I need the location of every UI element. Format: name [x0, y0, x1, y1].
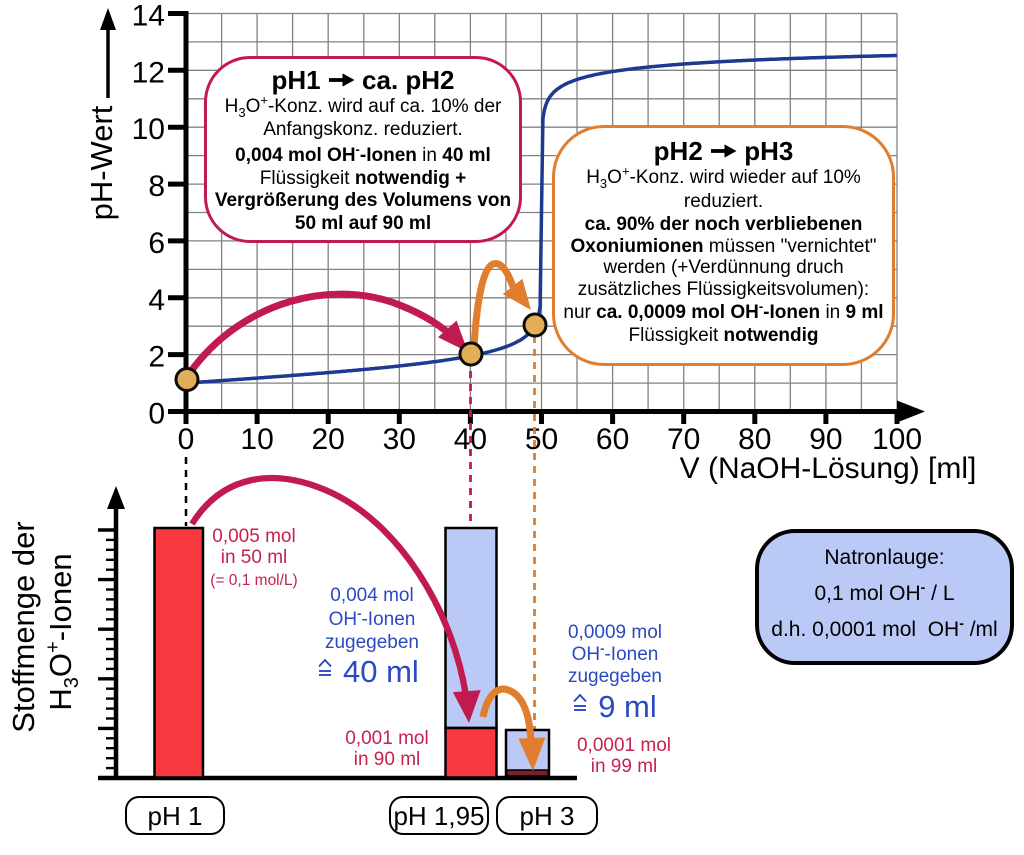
- svg-text:10: 10: [132, 113, 165, 146]
- svg-text:70: 70: [667, 423, 700, 456]
- svg-text:0: 0: [148, 398, 165, 431]
- svg-text:10: 10: [240, 423, 273, 456]
- svg-text:V (NaOH-Lösung) [ml]: V (NaOH-Lösung) [ml]: [680, 452, 977, 485]
- svg-text:90: 90: [809, 423, 842, 456]
- svg-text:4: 4: [148, 284, 165, 317]
- svg-text:80: 80: [738, 423, 771, 456]
- svg-text:50: 50: [525, 423, 558, 456]
- svg-text:6: 6: [148, 227, 165, 260]
- svg-text:8: 8: [148, 170, 165, 203]
- svg-text:0: 0: [178, 423, 195, 456]
- svg-text:100: 100: [872, 423, 922, 456]
- svg-text:2: 2: [148, 341, 165, 374]
- svg-text:60: 60: [596, 423, 629, 456]
- svg-text:14: 14: [132, 0, 165, 33]
- svg-text:12: 12: [132, 56, 165, 89]
- svg-text:20: 20: [312, 423, 345, 456]
- svg-text:30: 30: [383, 423, 416, 456]
